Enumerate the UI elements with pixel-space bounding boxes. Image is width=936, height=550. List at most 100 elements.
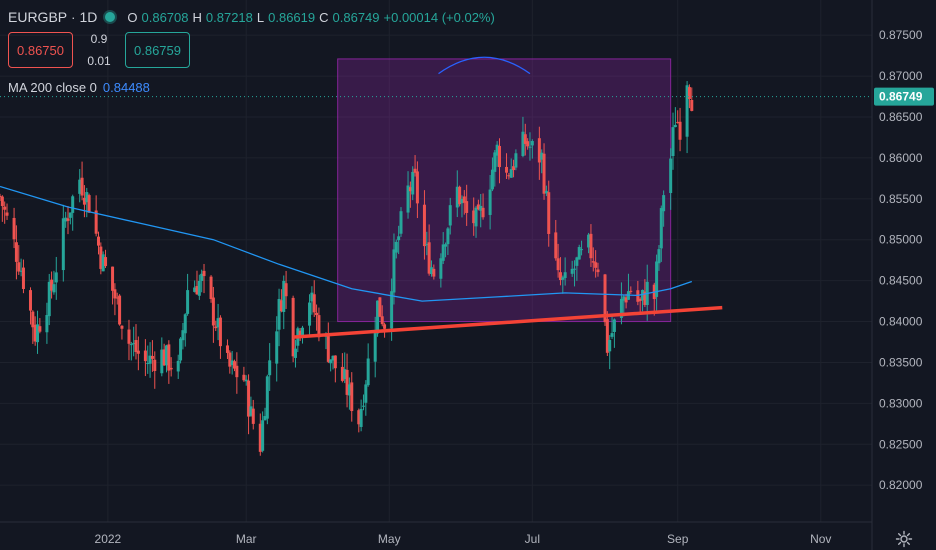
candle-body [193,287,197,292]
candle [603,273,607,326]
y-tick-label: 0.85500 [879,192,923,206]
candle [61,204,65,282]
candle [249,396,253,417]
candle-body [603,274,607,323]
candle-body [167,344,171,371]
candle [80,161,84,201]
candle-body [481,207,485,218]
candle-body [291,297,295,357]
close-label: C [319,9,329,25]
open-label: O [127,9,138,25]
candle-body [563,272,567,278]
gear-icon[interactable] [895,530,913,548]
indicator-legend[interactable]: MA 200 close 0 0.84488 [8,80,150,95]
candle-body [87,195,91,213]
candle [263,407,267,421]
spread-top: 0.9 [90,32,108,46]
candle [364,380,368,416]
candle [293,339,297,368]
drawing-lines-layer [0,56,872,339]
candle-body [71,196,75,213]
candle [265,374,269,425]
candle-body [242,374,246,381]
candle [676,110,680,124]
candle [687,84,691,109]
candle [596,262,600,277]
interval-label[interactable]: 1D [79,9,98,25]
candle-body [277,299,281,330]
candle-body [218,317,222,347]
candle-body [179,338,183,361]
candle [629,286,633,294]
y-tick-label: 0.87500 [879,28,923,42]
candle-body [394,241,398,253]
candle [408,181,412,208]
candle-body [676,122,680,124]
candle [357,408,361,433]
candle [329,359,333,372]
candle [514,149,518,171]
candle-body [638,298,642,301]
candle-body [134,340,138,352]
candle [143,339,147,377]
candle-body [415,171,419,204]
candle [331,355,335,370]
candle-body [340,366,344,381]
candle [235,352,239,394]
sell-button[interactable]: 0.86750 [8,32,73,68]
candle [472,197,476,236]
candle [71,194,75,231]
candle [406,171,410,219]
candle-body [31,311,35,328]
candle-body [176,360,180,372]
candle-body [575,257,579,266]
candle [659,205,663,262]
candle [685,81,689,154]
current-price-tag-bg [874,87,934,106]
candle-body [521,131,525,156]
candle-body [347,384,351,396]
sell-price: 0.86750 [17,42,64,58]
candle [28,287,32,325]
candle-body [129,344,133,346]
candle-body [230,360,234,366]
candle-body [315,312,319,316]
candle [481,193,485,220]
candle [45,302,49,344]
trendline [293,305,723,339]
candle-body [310,292,314,302]
candle-body [52,284,56,293]
candle-body [244,379,248,382]
candle [230,350,234,375]
candle [542,143,546,200]
candle [521,116,525,158]
candle-body [474,207,478,227]
candle-body [573,268,577,270]
candle-body [540,152,544,160]
candle-body [554,232,558,259]
candle-body [94,210,98,234]
symbol-label[interactable]: EURGBP [8,9,68,25]
y-tick-label: 0.86500 [879,110,923,124]
candle-body [78,179,82,194]
candle-body [390,291,394,329]
candle-body [406,185,410,213]
candle [425,231,429,256]
candle-body [376,300,380,334]
candle [134,324,138,360]
candle [179,337,183,364]
candle [211,286,215,343]
candle-body [64,217,68,222]
buy-button[interactable]: 0.86759 [125,32,190,68]
candle [308,294,312,335]
candle [474,205,478,238]
candle-body [0,196,4,207]
candle-body [197,280,201,296]
candle-body [68,212,72,218]
y-tick-label: 0.85000 [879,233,923,247]
candle-body [497,145,501,168]
candle-body [66,218,70,221]
candle [218,315,222,359]
candle-body [247,380,251,417]
